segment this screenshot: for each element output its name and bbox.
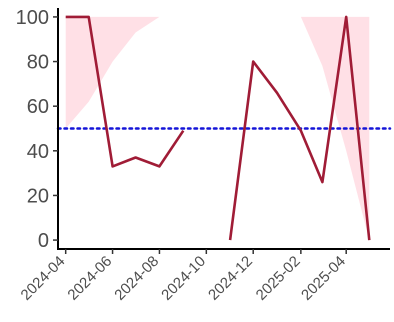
x-tick-label: 2024-08 [111, 253, 162, 304]
ribbon-band-1 [65, 16, 160, 129]
y-tick-label: 20 [27, 185, 49, 207]
x-tick-label: 2024-04 [18, 253, 69, 304]
x-tick-label: 2024-12 [205, 253, 256, 304]
x-tick-label: 2024-06 [64, 253, 115, 304]
y-tick-label: 40 [27, 141, 49, 163]
x-tick-label: 2025-04 [298, 253, 349, 304]
y-tick-label: 80 [27, 52, 49, 74]
series-line-1-segment-1 [65, 15, 185, 168]
x-tick-label: 2024-10 [158, 253, 209, 304]
y-tick-label: 100 [16, 7, 49, 29]
series-line-1-segment-2 [228, 15, 371, 241]
y-axis-ticks: 0 20 40 60 80 100 [16, 7, 58, 252]
y-tick-label: 0 [38, 230, 49, 252]
series-line-layer [65, 15, 371, 241]
x-tick-label: 2025-02 [253, 253, 304, 304]
x-axis-ticks: 2024-042024-062024-082024-102024-122025-… [18, 249, 349, 304]
y-tick-label: 60 [27, 96, 49, 118]
